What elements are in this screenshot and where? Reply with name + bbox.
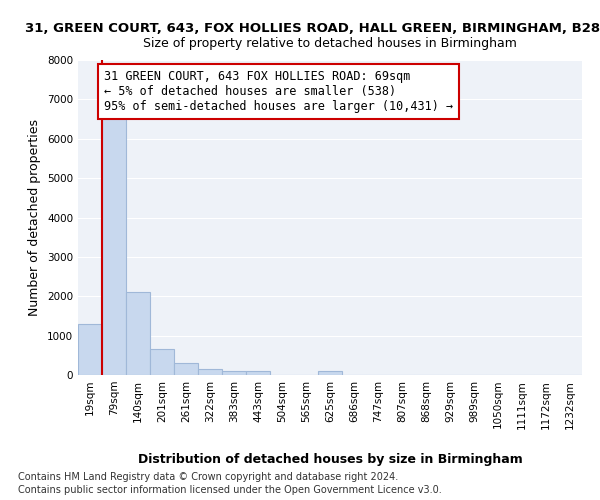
Text: Size of property relative to detached houses in Birmingham: Size of property relative to detached ho… (143, 38, 517, 51)
Bar (318, 371, 342, 375)
Text: Distribution of detached houses by size in Birmingham: Distribution of detached houses by size … (137, 452, 523, 466)
Bar (246, 371, 270, 375)
Bar (174, 363, 198, 375)
Text: 31 GREEN COURT, 643 FOX HOLLIES ROAD: 69sqm
← 5% of detached houses are smaller : 31 GREEN COURT, 643 FOX HOLLIES ROAD: 69… (104, 70, 454, 113)
Text: 31, GREEN COURT, 643, FOX HOLLIES ROAD, HALL GREEN, BIRMINGHAM, B28 9DP: 31, GREEN COURT, 643, FOX HOLLIES ROAD, … (25, 22, 600, 36)
Bar (126, 292, 150, 375)
Bar (198, 369, 222, 375)
Text: Contains HM Land Registry data © Crown copyright and database right 2024.: Contains HM Land Registry data © Crown c… (18, 472, 398, 482)
Text: Contains public sector information licensed under the Open Government Licence v3: Contains public sector information licen… (18, 485, 442, 495)
Bar (222, 371, 246, 375)
Bar (150, 350, 174, 375)
Bar (102, 115, 126, 375)
Bar (78, 324, 102, 375)
Y-axis label: Number of detached properties: Number of detached properties (28, 119, 41, 316)
